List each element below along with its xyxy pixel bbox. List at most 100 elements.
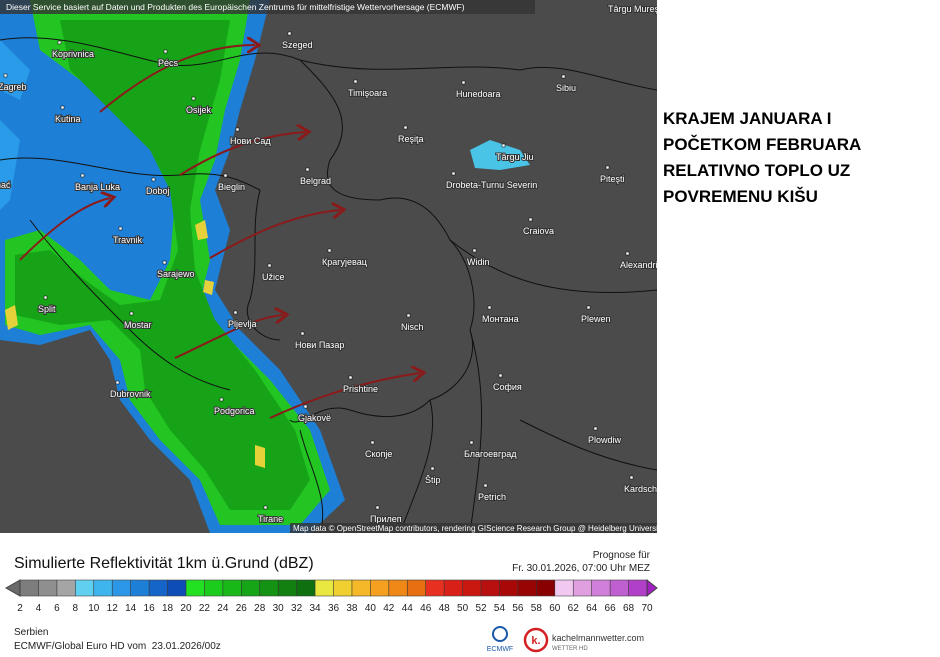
colorbar-tick-label: 22 [199, 603, 211, 614]
colorbar-end [646, 578, 658, 598]
city-label: Sibiu [556, 83, 576, 93]
site-logo [523, 627, 549, 653]
colorbar-tick-label: 28 [254, 603, 266, 614]
colorbar-segment [204, 580, 223, 596]
city-label: Hunedoara [456, 89, 501, 99]
legend-title: Simulierte Reflektivität 1km ü.Grund (dB… [14, 555, 314, 572]
colorbar-segment [241, 580, 260, 596]
city-label: Piteşti [600, 174, 625, 184]
city-label: Pécs [158, 58, 179, 68]
colorbar-segment [185, 580, 205, 596]
city-dot [267, 263, 272, 268]
colorbar-tick-label: 26 [236, 603, 248, 614]
city-label: Крагујевац [322, 257, 367, 267]
colorbar-segment [591, 580, 611, 596]
colorbar-tick-label: 56 [512, 603, 524, 614]
colorbar-segment [333, 580, 352, 596]
colorbar-tick-label: 42 [383, 603, 395, 614]
colorbar-tick-label: 12 [107, 603, 119, 614]
city-label: Bihać [0, 180, 11, 190]
colorbar-tick-label: 2 [17, 603, 23, 614]
colorbar-segment [93, 580, 113, 596]
colorbar-tick-label: 50 [457, 603, 469, 614]
colorbar-segment [388, 580, 408, 596]
city-dot [287, 31, 292, 36]
site-logo-text: k. [531, 635, 540, 647]
colorbar-tick-label: 32 [291, 603, 303, 614]
colorbar-segment [370, 580, 389, 596]
colorbar-segment [425, 580, 445, 596]
city-dot [191, 96, 196, 101]
city-dot [305, 167, 310, 172]
colorbar-tick-label: 68 [623, 603, 635, 614]
city-label: Pljevlja [228, 319, 257, 329]
city-label: Travnik [113, 235, 143, 245]
city-dot [472, 248, 477, 253]
city-dot [43, 295, 48, 300]
city-label: Nisch [401, 322, 424, 332]
city-dot [3, 73, 8, 78]
city-dot [487, 305, 492, 310]
annotation: KRAJEM JANUARA I POČETKOM FEBRUARA RELAT… [663, 109, 861, 206]
city-dot [223, 173, 228, 178]
map: Târgu Mureş Koprivnica Pécs Szeged Zagreb Tim… [0, 0, 657, 533]
colorbar: 2 4 6 8 10 12 14 16 18 20 22 24 26 28 30 32 34 36 38 40 42 44… [4, 578, 658, 614]
colorbar-tick-label: 36 [328, 603, 340, 614]
city-label: Timişoara [348, 88, 387, 98]
city-label: Dubrovnik [110, 389, 151, 399]
colorbar-segment [167, 580, 186, 596]
city-dot [263, 505, 268, 510]
city-dot [625, 251, 630, 256]
colorbar-tick-label: 58 [531, 603, 543, 614]
city-label: Osijek [186, 105, 212, 115]
colorbar-tick-label: 66 [605, 603, 617, 614]
colorbar-segment [130, 580, 150, 596]
city-label: София [493, 382, 522, 392]
colorbar-tick-label: 60 [549, 603, 561, 614]
colorbar-tick-label: 34 [309, 603, 321, 614]
colorbar-segment [56, 580, 76, 596]
colorbar-segment [315, 580, 334, 596]
city-dot [451, 171, 456, 176]
ecmwf-text: ECMWF [487, 646, 513, 653]
model-run: ECMWF/Global Euro HD vom 23.01.2026/00z [14, 641, 221, 652]
colorbar-tick-label: 48 [439, 603, 451, 614]
city-label: Štip [425, 475, 441, 485]
city-label: Zagreb [0, 82, 27, 92]
city-dot [300, 331, 305, 336]
city-dot [501, 143, 506, 148]
city-label: Mostar [124, 320, 152, 330]
colorbar-tick-label: 10 [88, 603, 100, 614]
colorbar-tick-label: 20 [180, 603, 192, 614]
colorbar-segment [296, 580, 316, 596]
city-label: Craiova [523, 226, 554, 236]
colorbar-end [4, 579, 21, 597]
city-label: Plewen [581, 314, 611, 324]
city-label: Widin [467, 257, 490, 267]
city-label: Gjakovë [298, 413, 331, 423]
city-dot [151, 177, 156, 182]
colorbar-segment [149, 580, 168, 596]
city-dot [528, 217, 533, 222]
city-dot [461, 80, 466, 85]
city-label: Koprivnica [52, 49, 94, 59]
colorbar-tick-label: 18 [162, 603, 174, 614]
city-dot [498, 373, 503, 378]
city-label: Banja Luka [75, 182, 120, 192]
city-dot [115, 380, 120, 385]
ecmwf-logo [492, 626, 508, 642]
city-dot [629, 475, 634, 480]
colorbar-tick-label: 70 [641, 603, 653, 614]
city-dot [162, 260, 167, 265]
city-label: Doboj [146, 186, 170, 196]
colorbar-segment [20, 580, 39, 596]
city-dot [370, 440, 375, 445]
city-label: Petrich [478, 492, 506, 502]
colorbar-segment [481, 580, 500, 596]
city-label: Reşiţa [398, 134, 424, 144]
colorbar-segment [38, 580, 57, 596]
city-dot [348, 375, 353, 380]
city-dot [129, 311, 134, 316]
city-label: Drobeta-Turnu Severin [446, 180, 537, 190]
city-dot [80, 173, 85, 178]
